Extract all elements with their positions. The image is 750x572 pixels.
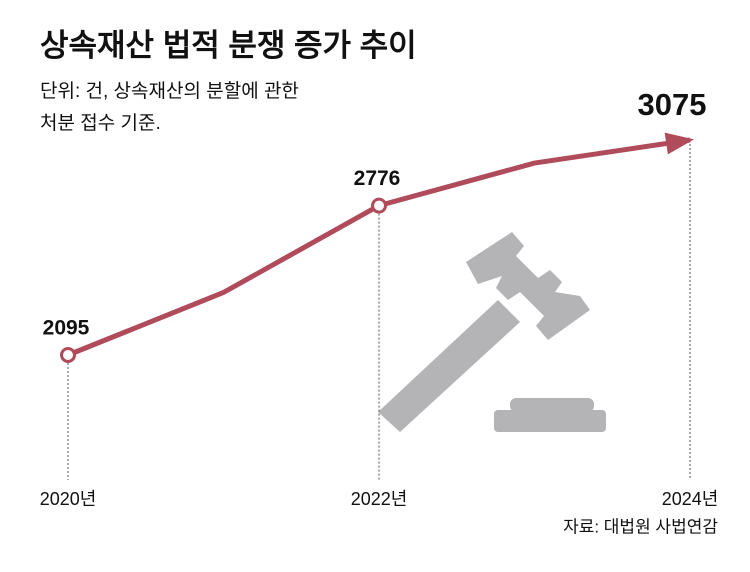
- data-label: 3075: [638, 87, 707, 122]
- x-tick-label: 2024년: [662, 489, 719, 509]
- point: [60, 347, 76, 363]
- gavel-icon: [378, 232, 606, 432]
- x-tick-label: 2020년: [40, 489, 97, 509]
- gavel-base: [510, 398, 594, 412]
- x-tick-label: 2022년: [351, 489, 408, 509]
- point: [371, 197, 387, 214]
- gavel-base: [494, 410, 606, 432]
- arrow-head: [664, 132, 694, 155]
- chart-title: 상속재산 법적 분쟁 증가 추이: [40, 28, 417, 63]
- subtitle: 처분 접수 기준.: [40, 112, 161, 134]
- subtitle: 단위: 건, 상속재산의 분할에 관한: [40, 80, 299, 102]
- source: 자료: 대법원 사법연감: [563, 517, 718, 536]
- gavel-head: [466, 232, 590, 340]
- data-label: 2095: [43, 317, 90, 340]
- data-label: 2776: [354, 167, 401, 190]
- gavel-handle: [378, 300, 520, 432]
